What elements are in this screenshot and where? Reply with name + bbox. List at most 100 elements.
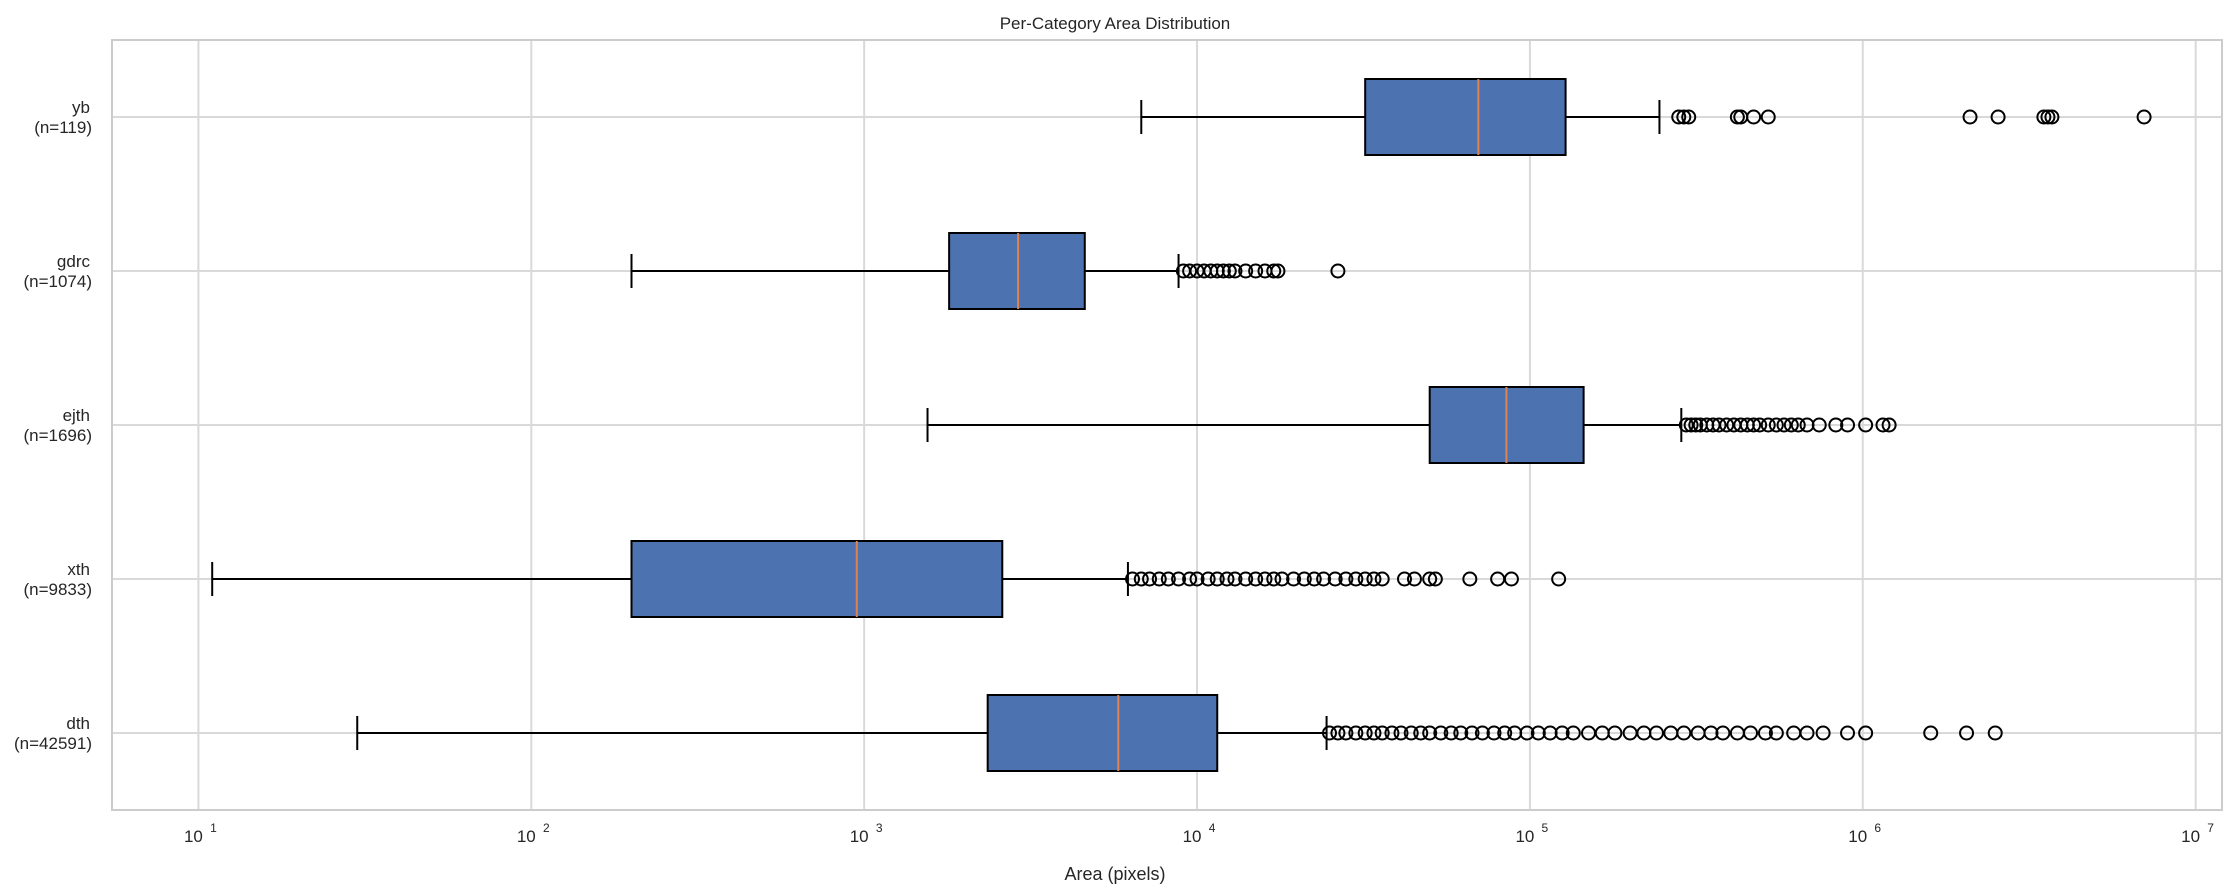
outlier-point [1348,571,1364,587]
outlier-point [1648,725,1664,741]
y-tick-label: gdrc [57,252,91,271]
y-tick-count: (n=1696) [23,426,92,445]
outlier-point [1776,417,1792,433]
x-tick-exponent: 7 [2207,821,2214,835]
x-tick-exponent: 6 [1874,821,1881,835]
y-tick-count: (n=119) [34,118,92,137]
outlier-point [1746,109,1762,125]
outlier-point [1464,725,1480,741]
outlier-point [1182,571,1198,587]
outlier-point [1671,109,1687,125]
outlier-point [1248,263,1264,279]
outlier-point [1374,571,1390,587]
outlier-point [1306,571,1322,587]
outlier-point [1683,417,1699,433]
axes-frame [111,39,2223,811]
outlier-point [1990,109,2006,125]
x-tick-exponent: 3 [876,821,883,835]
outlier-point [1881,417,1897,433]
x-tick-label: 10 [184,827,203,846]
outlier-point [1160,571,1176,587]
outlier-point [1743,725,1759,741]
x-tick-label: 10 [517,827,536,846]
outlier-point [1746,417,1762,433]
outlier-point [1497,725,1513,741]
outlier-point [1554,725,1570,741]
box-group-xth [211,540,1567,618]
outlier-point [1752,417,1768,433]
outlier-point [1681,109,1697,125]
outlier-point [1221,263,1237,279]
outlier-point [1422,725,1438,741]
outlier-point [1959,725,1975,741]
y-tick-label: ejth [63,406,90,425]
outlier-point [1266,571,1282,587]
outlier-point [1274,571,1290,587]
outlier-point [1427,571,1443,587]
outlier-point [1519,725,1535,741]
outlier-point [1366,571,1382,587]
x-tick-exponent: 5 [1542,821,1549,835]
y-tick-label: dth [66,714,90,733]
outlier-point [1474,725,1490,741]
outlier-point [1987,725,2003,741]
outlier-point [1413,725,1429,741]
outlier-point [1327,571,1343,587]
outlier-point [1227,263,1243,279]
outlier-point [1828,417,1844,433]
outlier-point [1348,725,1364,741]
outlier-point [1453,725,1469,741]
box-iqr [1364,78,1567,156]
outlier-point [1676,725,1692,741]
outlier-point [1815,725,1831,741]
outlier-point [1219,571,1235,587]
outlier-point [1875,417,1891,433]
outlier-point [1768,417,1784,433]
outlier-point [1133,571,1149,587]
outlier-point [1433,725,1449,741]
outlier-point [1840,417,1856,433]
outlier-point [1760,417,1776,433]
outlier-point [1384,725,1400,741]
x-tick-exponent: 2 [543,821,550,835]
x-tick-label: 10 [1848,827,1867,846]
outlier-point [1719,417,1735,433]
y-tick-count: (n=42591) [14,734,92,753]
outlier-point [1357,725,1373,741]
outlier-point [1486,725,1502,741]
outlier-point [1296,571,1312,587]
outlier-point [1406,571,1422,587]
outlier-point [1238,263,1254,279]
outlier-point [1321,725,1337,741]
outlier-point [2040,109,2056,125]
outlier-point [1286,571,1302,587]
outlier-point [2044,109,2060,125]
boxes-layer [211,78,2152,772]
outlier-point [1171,571,1187,587]
y-tick-count: (n=9833) [23,580,92,599]
outlier-point [1330,725,1346,741]
outlier-point [1374,725,1390,741]
outlier-point [1551,571,1567,587]
y-tick-count: (n=1074) [23,272,92,291]
x-tick-label: 10 [850,827,869,846]
outlier-point [1811,417,1827,433]
outlier-point [1200,571,1216,587]
outlier-point [1151,571,1167,587]
x-axis-label: Area (pixels) [1064,864,1165,884]
outlier-point [1840,725,1856,741]
outlier-point [1962,109,1978,125]
outlier-point [1189,571,1205,587]
box-group-yb [1140,78,2152,156]
y-tick-label: xth [67,560,90,579]
outlier-point [1768,725,1784,741]
outlier-point [1790,417,1806,433]
box-iqr [630,540,1004,618]
outlier-point [1215,263,1231,279]
outlier-point [1607,725,1623,741]
outlier-point [1530,725,1546,741]
outlier-point [1248,571,1264,587]
x-tick-exponent: 4 [1209,821,1216,835]
outlier-point [1142,571,1158,587]
outlier-point [1443,725,1459,741]
